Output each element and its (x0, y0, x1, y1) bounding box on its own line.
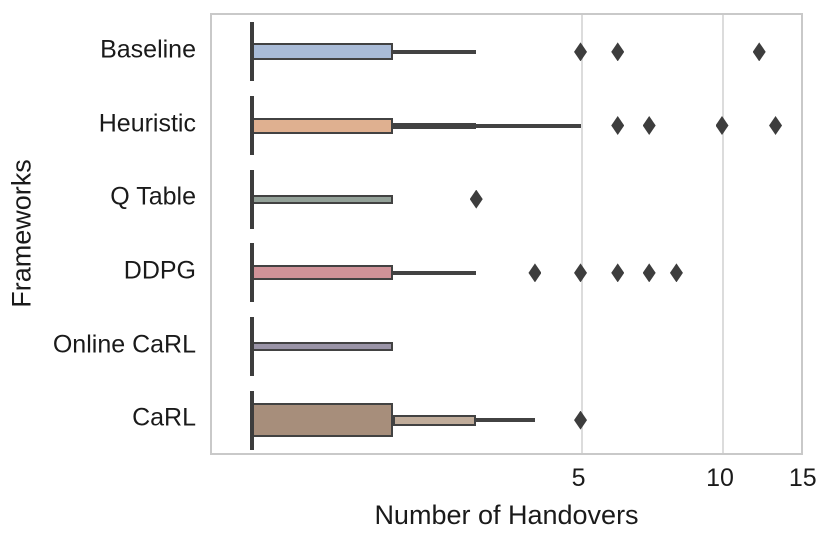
boxen-tail-heuristic (393, 122, 477, 129)
median-line-baseline (250, 22, 254, 82)
outlier-diamond (611, 42, 625, 62)
outlier-diamond (769, 116, 783, 135)
outlier-diamond (528, 263, 542, 283)
median-line-carl (250, 390, 254, 450)
category-label-carl: CaRL (132, 403, 196, 432)
outlier-diamond (669, 263, 683, 283)
boxen-box-carl (252, 403, 394, 438)
boxen-box-heuristic (252, 117, 394, 134)
outlier-diamond (611, 116, 625, 135)
outlier-diamond (574, 263, 588, 283)
boxen-tail-carl (476, 418, 535, 423)
median-line-online-carl (250, 317, 254, 376)
outlier-diamond (574, 42, 588, 62)
boxen-tail-ddpg (393, 270, 477, 276)
median-line-ddpg (250, 243, 254, 303)
outlier-diamond (611, 263, 625, 283)
boxen-box-baseline (252, 43, 394, 61)
outlier-diamond (469, 189, 483, 209)
outlier-diamond (574, 410, 588, 430)
outlier-diamond (752, 42, 766, 62)
category-label-baseline: Baseline (100, 35, 196, 64)
gridline-x-5 (580, 15, 583, 453)
boxen-box-carl (393, 414, 477, 426)
category-label-online-carl: Online CaRL (52, 330, 196, 358)
gridline-x-10 (722, 15, 724, 453)
outlier-diamond (642, 116, 656, 135)
plot-area (210, 13, 803, 455)
boxen-box-q-table (252, 194, 394, 204)
x-tick-label-15: 15 (788, 464, 817, 492)
category-label-heuristic: Heuristic (98, 109, 196, 137)
category-label-ddpg: DDPG (123, 256, 196, 285)
x-tick-label-10: 10 (706, 464, 734, 492)
y-axis-label: Frameworks (6, 159, 37, 308)
median-line-heuristic (250, 96, 254, 155)
category-label-q-table: Q Table (110, 182, 196, 211)
boxen-tail-baseline (393, 49, 477, 55)
boxen-tail-heuristic (476, 123, 581, 128)
boxen-box-ddpg (252, 265, 394, 281)
boxen-box-online-carl (252, 342, 394, 351)
x-tick-label-5: 5 (571, 464, 586, 492)
x-axis-label: Number of Handovers (374, 500, 639, 530)
outlier-diamond (715, 116, 729, 135)
median-line-q-table (250, 169, 254, 229)
outlier-diamond (642, 263, 656, 283)
